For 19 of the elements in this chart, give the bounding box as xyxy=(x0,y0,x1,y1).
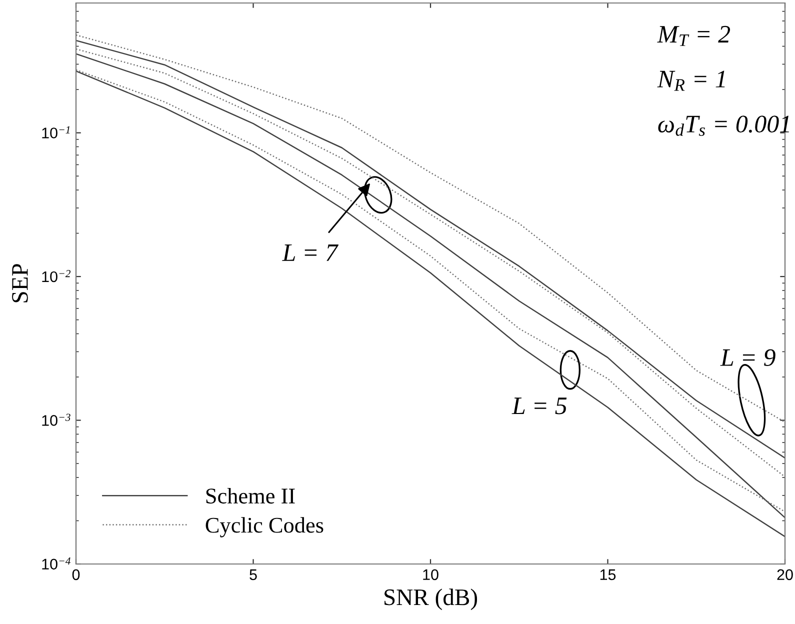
x-tick-label: 15 xyxy=(600,569,616,580)
legend-label: Scheme II xyxy=(206,488,295,504)
x-tick-label: 10 xyxy=(423,569,438,580)
legend-label: Cyclic Codes xyxy=(206,517,324,538)
y-tick-label: 10$^{−3}$ xyxy=(42,414,70,426)
x-axis-title: SNR (dB) xyxy=(384,588,478,610)
annotation: M$_{T}$ = 2 xyxy=(657,26,730,46)
annotation: N$_{R}$ = 1 xyxy=(657,70,725,91)
annotation: L = 7 xyxy=(282,244,338,261)
y-tick-label: 10$^{−2}$ xyxy=(42,270,70,282)
annotation: L = 5 xyxy=(512,398,567,414)
y-tick-label: 10$^{−1}$ xyxy=(42,126,70,138)
x-tick-label: 5 xyxy=(250,569,257,580)
x-tick-label: 20 xyxy=(777,569,793,580)
x-tick-label: 0 xyxy=(72,569,80,580)
annotation: L = 9 xyxy=(720,349,776,366)
annotation: ω$_{d}$T$_{s}$ = 0.001 xyxy=(658,116,789,136)
y-axis-title: SEP xyxy=(12,264,28,302)
y-tick-label: 10$^{−4}$ xyxy=(42,557,70,570)
